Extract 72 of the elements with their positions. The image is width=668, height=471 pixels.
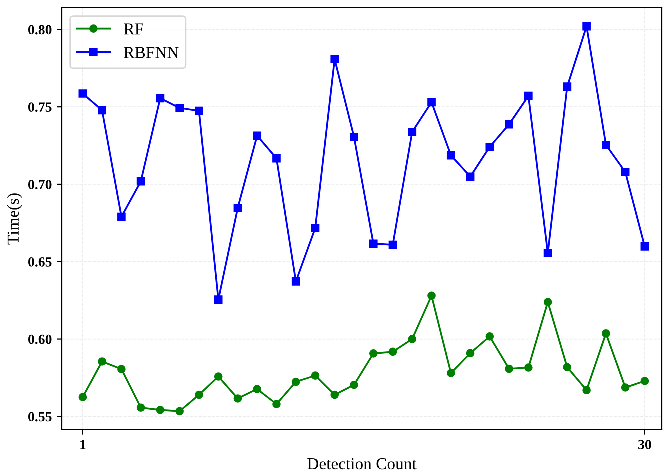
point	[621, 384, 630, 392]
point	[78, 90, 88, 98]
legend-label: RBFNN	[124, 47, 179, 58]
point	[563, 363, 572, 372]
point	[602, 140, 610, 150]
point	[466, 172, 475, 182]
point	[582, 386, 591, 395]
point	[156, 94, 165, 103]
point	[136, 177, 146, 186]
y-tick-label: 0.75	[28, 102, 52, 112]
point	[214, 296, 223, 304]
point	[98, 106, 106, 115]
point	[524, 92, 533, 100]
point	[272, 154, 281, 163]
point	[311, 224, 320, 232]
point	[369, 350, 378, 358]
point	[234, 204, 242, 212]
point	[524, 364, 533, 372]
point	[582, 22, 591, 31]
point	[176, 407, 184, 416]
point	[388, 240, 398, 250]
point	[214, 372, 223, 381]
point	[350, 380, 358, 390]
x-axis-title: Detection Count	[308, 458, 417, 470]
y-tick-label: 0.65	[28, 257, 52, 267]
x-tick-label: 1	[80, 440, 86, 450]
point	[388, 348, 398, 356]
point	[234, 394, 242, 403]
point	[253, 132, 262, 140]
point	[292, 378, 300, 386]
point	[292, 278, 300, 286]
y-tick-label: 0.80	[28, 25, 52, 35]
point	[466, 349, 475, 358]
point	[544, 298, 552, 306]
y-tick-label: 0.60	[28, 334, 52, 344]
point	[369, 240, 378, 248]
point	[408, 128, 417, 136]
point	[505, 120, 514, 129]
point	[446, 151, 456, 160]
point	[428, 98, 436, 107]
point	[486, 332, 494, 341]
point	[136, 404, 146, 412]
point	[272, 400, 281, 408]
point	[408, 335, 417, 344]
point	[118, 212, 126, 222]
point	[640, 242, 650, 251]
y-tick-label: 0.70	[28, 180, 52, 190]
point	[505, 364, 514, 374]
point	[330, 390, 340, 400]
point	[98, 358, 106, 366]
point	[311, 372, 320, 380]
point	[195, 390, 204, 400]
point	[446, 369, 456, 378]
point	[78, 393, 88, 402]
point	[118, 365, 126, 374]
point	[253, 385, 262, 394]
point	[563, 82, 572, 91]
y-tick-label: 0.55	[28, 412, 52, 422]
point	[602, 330, 610, 338]
y-axis-title: Time(s)	[7, 194, 22, 245]
point	[176, 104, 184, 112]
point	[330, 55, 340, 64]
point	[350, 132, 358, 142]
point	[156, 406, 165, 414]
legend-label: RF	[124, 24, 144, 35]
point	[544, 249, 552, 258]
x-tick-label: 30	[638, 440, 652, 450]
point	[621, 168, 630, 176]
point	[195, 106, 204, 116]
point	[640, 377, 650, 386]
point	[486, 143, 494, 152]
point	[428, 292, 436, 300]
